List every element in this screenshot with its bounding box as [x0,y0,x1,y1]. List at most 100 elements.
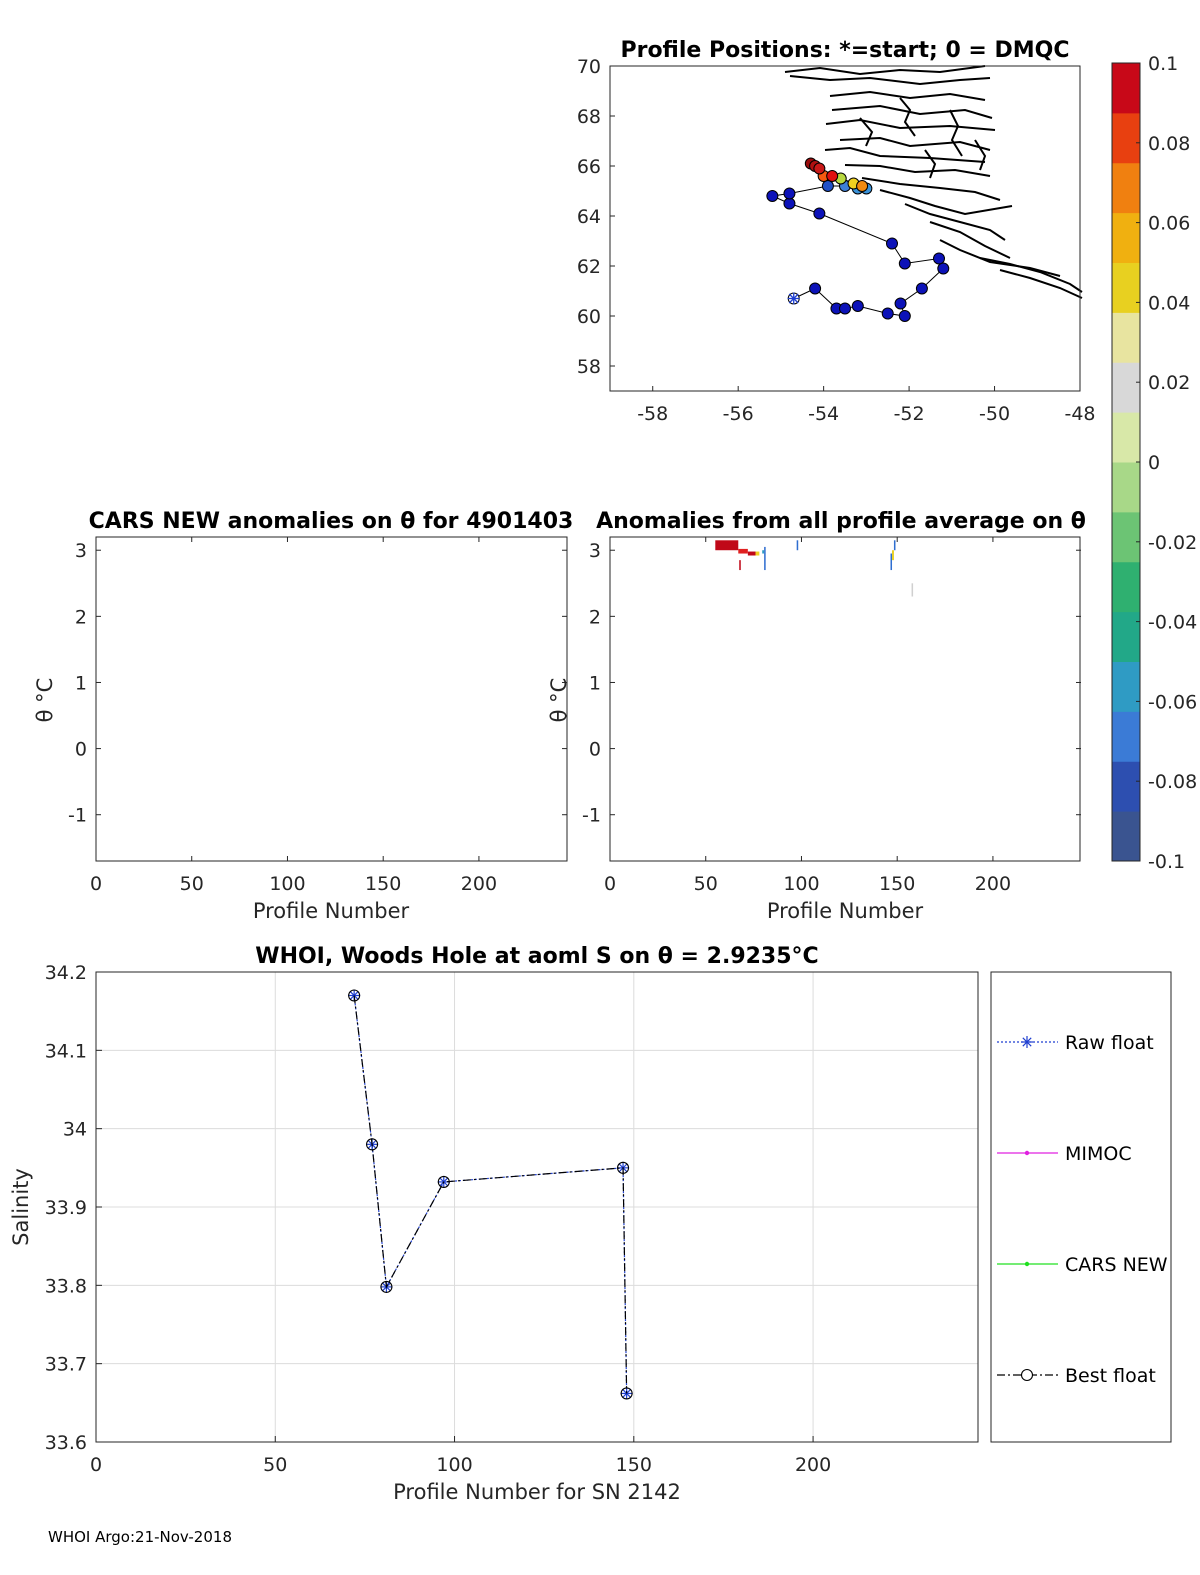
best-float-marker [348,989,361,1002]
anomaly-cell [715,540,739,551]
map-x-tick-label: -52 [894,403,925,425]
profile-position-marker [809,282,822,295]
profile-position-marker [886,237,898,250]
x-tick-label: 50 [694,873,718,895]
salinity-ticks: 0 50 100 150 200 34.2 34.1 34 33.9 33.8 33.7 33.6 [45,962,832,1476]
y-tick-label: 33.6 [45,1432,87,1454]
profile-position-marker [933,252,945,265]
colorbar-segment [1112,412,1140,463]
avg-anomaly-cells [715,540,914,597]
profile-position-marker [881,307,894,320]
colorbar-segment [1112,112,1140,164]
anomaly-cell [764,546,766,571]
x-tick-label: 0 [90,873,102,895]
map-x-tick-label: -48 [1064,403,1095,425]
map-y-tick-label: 64 [577,206,601,228]
coastline-segment [949,109,963,157]
colorbar-segment [1112,811,1140,862]
cars-anomaly-title: CARS NEW anomalies on θ for 4901403 [89,509,574,534]
best-float-marker [437,1175,450,1188]
coastline-segment [999,269,1083,299]
colorbar-segment [1112,611,1140,662]
colorbar-tick-label: 0.06 [1148,213,1190,235]
cars-anomaly-ticks: 0 50 100 150 200 3 2 1 0 -1 [68,537,567,895]
colorbar-segment [1112,262,1140,313]
salinity-title: WHOI, Woods Hole at aoml S on θ = 2.9235… [255,944,818,969]
profile-position-marker [894,297,907,310]
x-tick-label: 0 [90,1454,102,1476]
cars-anomaly-axes-frame [95,536,568,862]
best-float-marker [380,1280,393,1293]
y-tick-label: 33.7 [45,1354,87,1376]
anomaly-cell [911,583,914,597]
map-y-tick-label: 58 [577,356,601,378]
avg-anomaly-title: Anomalies from all profile average on θ [596,509,1086,534]
map-y-ticks: 58 60 62 64 66 68 70 [577,56,615,378]
map-y-tick-label: 70 [577,56,601,78]
profile-position-marker [915,282,928,295]
map-x-ticks: -58 -56 -54 -52 -50 -48 [637,386,1096,425]
colorbar-segment [1112,711,1140,762]
profile-position-marker [937,262,950,275]
x-tick-label: 150 [879,873,915,895]
y-tick-label: 1 [589,672,601,694]
coastline-segment [844,164,991,177]
map-title: Profile Positions: *=start; 0 = DMQC [620,38,1069,63]
anomaly-cell [893,540,896,551]
coastline-segment [859,117,874,147]
profile-position-marker [898,310,911,322]
colorbar-segment [1112,511,1140,563]
legend-label: CARS NEW [1065,1254,1168,1276]
coastline-segment [904,203,1006,241]
y-tick-label: 2 [589,606,601,628]
colorbar-tick-label: 0.08 [1148,133,1190,155]
y-tick-label: 1 [75,672,87,694]
best-float-marker [620,1387,633,1400]
salinity-ylabel: Salinity [9,1168,33,1246]
avg-anomaly-ticks: 0 50 100 150 200 3 2 1 0 -1 [582,537,1081,895]
x-tick-label: 0 [604,873,616,895]
profile-position-marker [813,207,826,220]
anomaly-cell [762,550,765,554]
legend-dot-marker [1024,1150,1030,1156]
salinity-series [348,989,633,1400]
y-tick-label: 34.1 [45,1040,87,1062]
colorbar-segment [1112,362,1140,413]
colorbar: 0.1 0.08 0.06 0.04 0.02 0 -0.02 -0.04 -0.06 -0.08… [1111,53,1197,873]
y-tick-label: 0 [75,739,87,761]
start-asterisk [787,292,800,305]
legend-asterisk-stroke [1022,1037,1032,1047]
x-tick-label: 50 [263,1454,287,1476]
y-tick-label: 0 [589,739,601,761]
colorbar-tick-label: 0.04 [1148,292,1190,314]
coastline-segment [924,149,937,179]
colorbar-segment [1112,561,1140,613]
x-tick-label: 100 [783,873,819,895]
salinity-grid [95,971,978,1443]
profile-position-marker [851,300,864,312]
x-tick-label: 150 [365,873,401,895]
best-float-marker [616,1161,630,1174]
legend-circle-marker [1020,1368,1034,1382]
profile-position-marker [856,180,869,192]
series-line [353,995,628,1394]
coastline-segment [789,75,991,86]
x-tick-label: 50 [180,873,204,895]
map-y-tick-label: 66 [577,156,601,178]
profile-position-marker [783,197,796,210]
y-tick-label: 33.9 [45,1197,87,1219]
anomaly-cell [890,553,893,571]
cars-anomaly-panel: CARS NEW anomalies on θ for 4901403 0 50 1… [33,509,573,923]
colorbar-tick-label: 0 [1148,452,1160,474]
coastline-segment [829,90,986,101]
y-tick-label: 33.8 [45,1275,87,1297]
y-tick-label: 34.2 [45,962,87,984]
colorbar-tick-label: -0.04 [1148,612,1197,634]
profile-position-marker [821,180,834,192]
start-asterisk-stroke [788,293,799,304]
colorbar-tick-label: 0.1 [1148,53,1178,75]
y-tick-label: -1 [582,805,601,827]
colorbar-segment [1112,462,1140,513]
coastline-segment [899,97,916,137]
